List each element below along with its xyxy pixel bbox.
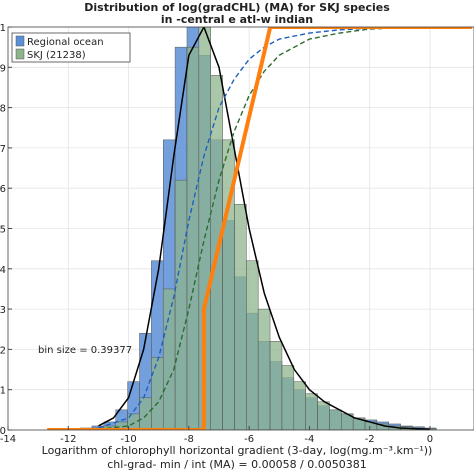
histogram-bar [174,179,188,430]
x-axis-label-2: chl-grad- min / int (MA) = 0.00058 / 0.0… [107,458,367,471]
y-tick-label: 8 [0,104,6,115]
histogram-bar [234,204,247,430]
histogram-bar [257,308,271,430]
x-tick-label: 0 [427,434,433,445]
y-tick-label: 2 [0,345,6,356]
plot [47,27,473,430]
legend-swatch [15,48,25,60]
annotation: bin size = 0.39377 [38,345,132,356]
y-tick-label: 9 [0,63,6,74]
histogram-bar [186,46,200,430]
histogram-bar [162,288,176,430]
chart-title: Distribution of log(gradCHL) (MA) for SK… [84,1,390,14]
histogram-bar [151,357,164,430]
histogram-bar [317,401,330,430]
x-tick-label: -12 [60,434,76,445]
x-tick-label: -6 [244,434,254,445]
histogram-bar [329,409,342,430]
line [47,27,473,430]
y-tick-label: 7 [0,144,6,155]
legend: Regional ocean SKJ (21238) [11,32,131,63]
histogram-bar [293,381,306,430]
y-tick-label: 1 [0,23,6,34]
x-tick-label: -4 [304,434,314,445]
y-tick-label: 4 [0,265,6,276]
line [98,27,431,430]
y-tick-label: 5 [0,225,6,236]
legend-label: Regional ocean [27,37,104,48]
histogram-bar [269,341,283,430]
y-tick-label: 3 [0,305,6,316]
axes: 0 1 2 3 4 5 6 7 8 9 1 -14 -12 -10 -8 -6 -4 -2 0 [0,23,433,445]
y-tick-label: 0 [0,426,6,437]
histogram-bar [305,393,318,430]
histogram-bar [281,365,295,430]
y-tick-label: 1 [0,386,6,397]
legend-label: SKJ (21238) [27,50,86,61]
legend-box [11,32,131,63]
x-axis-label: Logarithm of chlorophyll horizontal grad… [42,444,433,457]
legend-swatch [15,35,25,47]
x-tick-label: -14 [0,434,16,445]
line [98,27,461,430]
histogram-bar [246,260,259,430]
line [98,27,461,429]
x-tick-label: -8 [184,434,194,445]
chart-subtitle: in -central e atl-w indian [161,13,313,26]
y-tick-label: 6 [0,184,6,195]
x-tick-label: -10 [120,434,136,445]
x-tick-label: -2 [365,434,375,445]
histogram-bar [139,397,152,430]
